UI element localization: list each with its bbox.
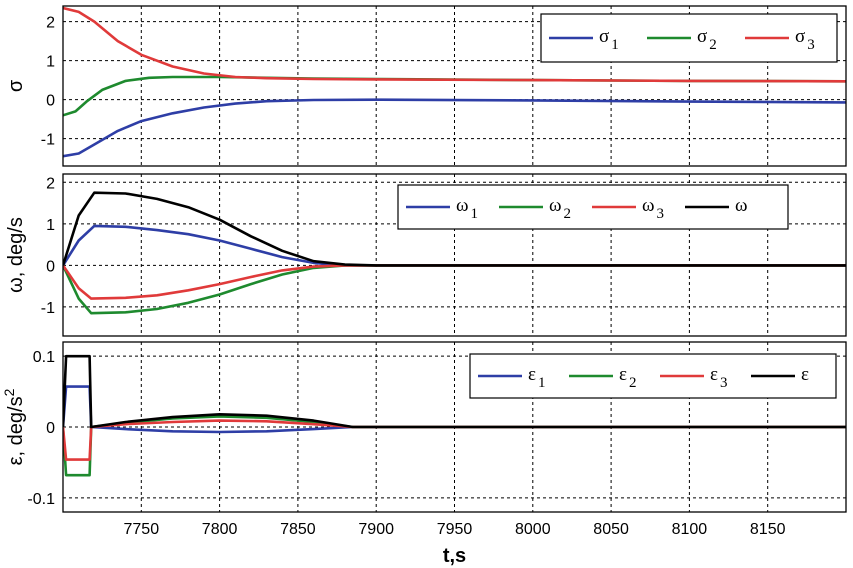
y-tick-label: -1 (41, 132, 55, 149)
plot-frame (62, 5, 847, 167)
x-tick-label: 7750 (124, 521, 160, 538)
legend-label: ε (801, 364, 809, 385)
y-tick-label: 0 (46, 420, 55, 437)
series-line-1 (63, 98, 846, 158)
x-tick-label: 8000 (515, 521, 551, 538)
panel-1: -1 0 1 2 σ σ 1 σ 2 σ 3 (5, 5, 847, 167)
x-tick-label: 8050 (593, 521, 629, 538)
x-tick-label: 7850 (280, 521, 316, 538)
x-tick-label: 8150 (750, 521, 786, 538)
y-tick-label: 2 (46, 175, 55, 192)
y-tick-label: 0 (46, 258, 55, 275)
series-line-4 (63, 354, 846, 429)
y-tick-label: 1 (46, 217, 55, 234)
x-tick-label: 8100 (672, 521, 708, 538)
panel-2: -1 0 1 2 ω, deg/s ω 1 ω 2 ω 3 ω (5, 173, 847, 337)
y-axis-label: σ (5, 79, 27, 92)
series-line-3 (63, 6, 846, 83)
legend-label: ω (735, 195, 748, 216)
series-line-4 (63, 191, 846, 267)
y-tick-label: 0.1 (33, 349, 55, 366)
x-axis-label: t,s (443, 545, 466, 567)
y-tick-label: -1 (41, 300, 55, 317)
x-tick-label: 7900 (358, 521, 394, 538)
y-tick-label: 1 (46, 54, 55, 71)
plot-frame (62, 341, 847, 513)
y-tick-label: 0 (46, 93, 55, 110)
plot-frame (62, 173, 847, 337)
y-tick-label: 2 (46, 15, 55, 32)
y-tick-label: -0.1 (27, 491, 55, 508)
x-tick-label: 7800 (202, 521, 238, 538)
panel-3: -0.1 0 0.1 ε, deg/s2 ε 1 ε 2 ε 3 ε 7750 7800 7850 7900… (1, 341, 847, 567)
y-axis-label: ω, deg/s (5, 217, 27, 293)
x-tick-label: 7950 (437, 521, 473, 538)
y-axis-label: ε, deg/s2 (1, 388, 27, 465)
